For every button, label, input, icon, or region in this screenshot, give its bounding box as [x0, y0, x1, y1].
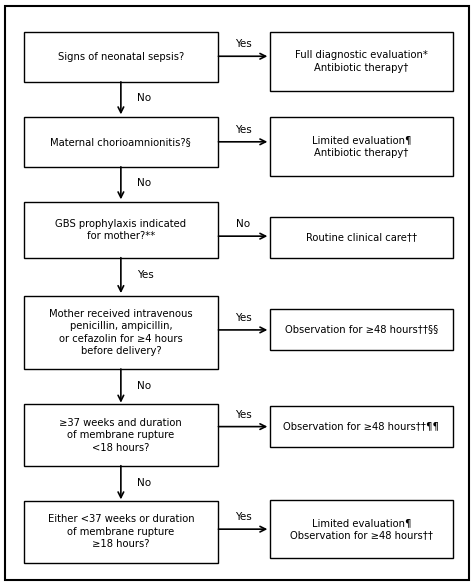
- Text: Signs of neonatal sepsis?: Signs of neonatal sepsis?: [58, 52, 184, 62]
- Text: Yes: Yes: [235, 39, 251, 49]
- FancyBboxPatch shape: [270, 117, 453, 176]
- Text: Observation for ≥48 hours††§§: Observation for ≥48 hours††§§: [285, 324, 438, 335]
- Text: Either <37 weeks or duration
of membrane rupture
≥18 hours?: Either <37 weeks or duration of membrane…: [47, 515, 194, 549]
- FancyBboxPatch shape: [5, 6, 469, 580]
- Text: Yes: Yes: [235, 313, 251, 323]
- Text: Observation for ≥48 hours††¶¶: Observation for ≥48 hours††¶¶: [283, 421, 439, 431]
- Text: ≥37 weeks and duration
of membrane rupture
<18 hours?: ≥37 weeks and duration of membrane ruptu…: [60, 418, 182, 452]
- FancyBboxPatch shape: [270, 32, 453, 91]
- Text: No: No: [137, 178, 152, 188]
- FancyBboxPatch shape: [24, 501, 218, 563]
- Text: Limited evaluation¶
Observation for ≥48 hours††: Limited evaluation¶ Observation for ≥48 …: [290, 518, 433, 540]
- Text: Maternal chorioamnionitis?§: Maternal chorioamnionitis?§: [51, 137, 191, 147]
- FancyBboxPatch shape: [24, 117, 218, 167]
- FancyBboxPatch shape: [24, 404, 218, 466]
- Text: Yes: Yes: [235, 125, 251, 135]
- FancyBboxPatch shape: [24, 296, 218, 369]
- Text: Limited evaluation¶
Antibiotic therapy†: Limited evaluation¶ Antibiotic therapy†: [312, 135, 411, 158]
- FancyBboxPatch shape: [24, 202, 218, 258]
- Text: Full diagnostic evaluation*
Antibiotic therapy†: Full diagnostic evaluation* Antibiotic t…: [295, 50, 428, 73]
- Text: No: No: [137, 381, 152, 391]
- Text: Yes: Yes: [235, 512, 251, 522]
- Text: Yes: Yes: [235, 410, 251, 420]
- FancyBboxPatch shape: [270, 500, 453, 558]
- Text: Yes: Yes: [137, 270, 154, 281]
- Text: Routine clinical care††: Routine clinical care††: [306, 232, 417, 243]
- FancyBboxPatch shape: [270, 217, 453, 258]
- Text: GBS prophylaxis indicated
for mother?**: GBS prophylaxis indicated for mother?**: [55, 219, 186, 241]
- Text: No: No: [137, 478, 152, 488]
- FancyBboxPatch shape: [24, 32, 218, 82]
- Text: No: No: [137, 93, 152, 103]
- FancyBboxPatch shape: [270, 406, 453, 447]
- FancyBboxPatch shape: [270, 309, 453, 350]
- Text: Mother received intravenous
penicillin, ampicillin,
or cefazolin for ≥4 hours
be: Mother received intravenous penicillin, …: [49, 309, 193, 356]
- Text: No: No: [236, 219, 250, 229]
